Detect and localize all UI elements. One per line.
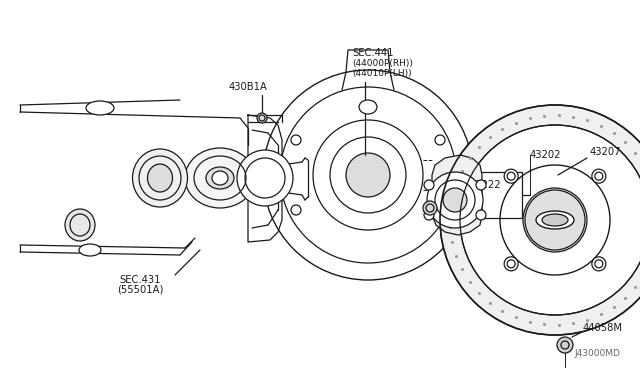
Ellipse shape [185, 148, 255, 208]
Circle shape [237, 150, 293, 206]
Circle shape [592, 169, 606, 183]
Text: (44010P(LH)): (44010P(LH)) [352, 69, 412, 78]
Circle shape [592, 257, 606, 271]
Text: SEC.441: SEC.441 [352, 48, 394, 58]
Ellipse shape [212, 171, 228, 185]
Circle shape [504, 169, 518, 183]
Circle shape [423, 201, 437, 215]
Text: 430B1A: 430B1A [228, 82, 268, 92]
Circle shape [435, 135, 445, 145]
Circle shape [291, 135, 301, 145]
Text: 43222: 43222 [470, 180, 502, 190]
Circle shape [476, 210, 486, 220]
Circle shape [257, 113, 267, 123]
Circle shape [523, 188, 587, 252]
Circle shape [346, 153, 390, 197]
Ellipse shape [206, 167, 234, 189]
Ellipse shape [542, 214, 568, 226]
Ellipse shape [359, 100, 377, 114]
Circle shape [557, 337, 573, 353]
Circle shape [427, 172, 483, 228]
Text: (55501A): (55501A) [117, 284, 163, 294]
Ellipse shape [132, 149, 188, 207]
Text: 43202: 43202 [530, 150, 561, 160]
Text: (44000P(RH)): (44000P(RH)) [352, 59, 413, 68]
Text: 44058M: 44058M [583, 323, 623, 333]
Polygon shape [248, 115, 282, 242]
Ellipse shape [147, 164, 173, 192]
Circle shape [424, 210, 434, 220]
Circle shape [424, 180, 434, 190]
Text: J43000MD: J43000MD [574, 349, 620, 358]
Circle shape [443, 188, 467, 212]
Circle shape [476, 180, 486, 190]
Ellipse shape [79, 244, 101, 256]
Circle shape [291, 205, 301, 215]
Text: 43207: 43207 [590, 147, 621, 157]
Circle shape [504, 257, 518, 271]
Polygon shape [432, 155, 482, 235]
Circle shape [435, 205, 445, 215]
Ellipse shape [86, 101, 114, 115]
Ellipse shape [536, 211, 574, 229]
Ellipse shape [65, 209, 95, 241]
Text: SEC.431: SEC.431 [119, 275, 161, 285]
